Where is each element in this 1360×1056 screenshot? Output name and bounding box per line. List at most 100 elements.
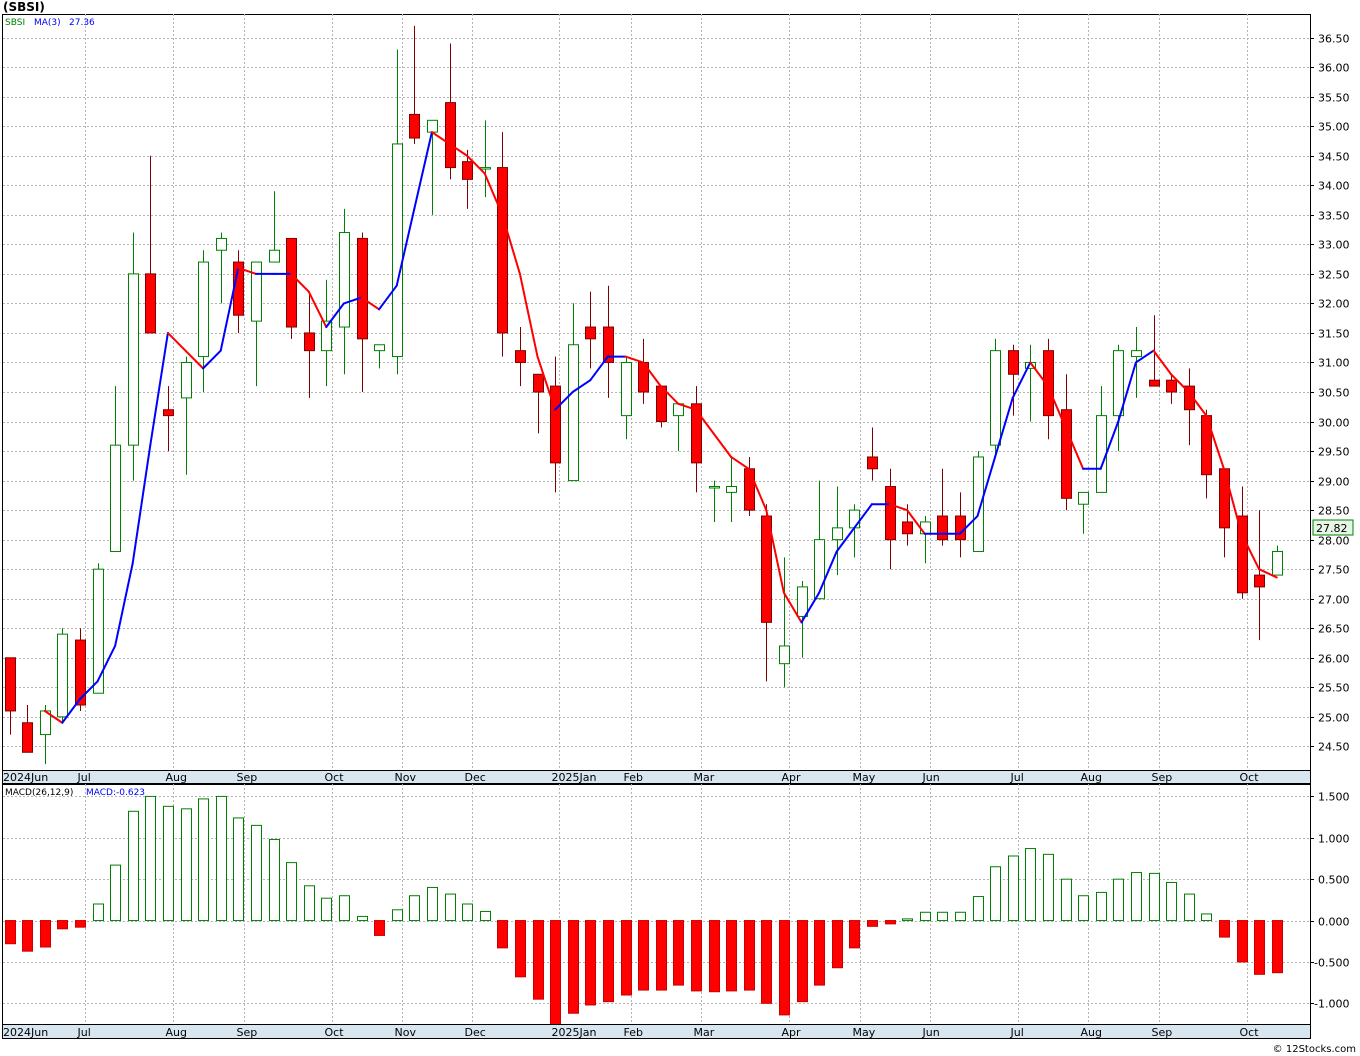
chart-title: (SBSI)	[3, 0, 45, 14]
macd-bar	[638, 920, 649, 991]
candle-body	[867, 456, 878, 470]
date-label: Sep	[1152, 1026, 1173, 1039]
macd-bar	[445, 893, 456, 922]
ma-segment	[290, 272, 310, 293]
ma-segment	[1205, 414, 1225, 470]
macd-tick-label: 1.000	[1318, 833, 1350, 846]
price-tick-label: 29.00	[1318, 476, 1350, 489]
ma-segment	[307, 290, 328, 329]
date-label: 2024Jun	[3, 771, 48, 784]
macd-date-labels: 2024Jun Jul Aug Sep Oct Nov Dec 2025Jan Feb Mar Ap…	[3, 1026, 1259, 1039]
macd-histogram	[5, 795, 1283, 1027]
price-tick-label: 26.50	[1318, 623, 1350, 636]
price-tick-label: 24.50	[1318, 741, 1350, 754]
ma-segment	[730, 455, 750, 470]
price-grid	[3, 14, 1310, 770]
price-tick-label: 28.00	[1318, 535, 1350, 548]
ma-segment	[518, 272, 539, 358]
price-tick-label: 31.50	[1318, 328, 1350, 341]
ma-segment	[1222, 467, 1243, 535]
macd-legend-value: MACD:-0.623	[86, 788, 145, 798]
candle-body	[357, 237, 368, 340]
candle-body	[621, 361, 632, 417]
macd-bar	[251, 824, 262, 922]
candle-body	[339, 232, 350, 328]
ma-segment	[818, 550, 838, 594]
candle-body	[392, 143, 403, 358]
macd-bar	[497, 920, 508, 949]
macd-bar	[568, 920, 579, 1014]
candle-body	[5, 657, 16, 712]
candle-body	[726, 486, 737, 493]
candle-body	[533, 373, 544, 393]
ma-segment	[712, 432, 733, 458]
date-label: Mar	[694, 1026, 715, 1039]
ma-segment	[747, 467, 768, 512]
ma-segment	[1011, 361, 1032, 399]
date-label: Jun	[922, 771, 940, 784]
ma-segment	[642, 361, 662, 388]
last-price-badge	[1312, 519, 1354, 536]
macd-bar	[1149, 872, 1160, 922]
candle-body	[1078, 491, 1089, 505]
macd-bar	[480, 910, 491, 922]
price-tick-label: 27.00	[1318, 594, 1350, 607]
macd-bar	[1096, 891, 1107, 922]
ma-segment	[131, 444, 152, 565]
candle-body	[93, 568, 104, 694]
macd-bar	[392, 909, 403, 922]
date-label: Jul	[77, 1026, 91, 1039]
macd-bar	[1254, 920, 1265, 975]
candle-body	[128, 273, 139, 446]
macd-bar	[5, 920, 16, 945]
candle-body	[814, 539, 825, 600]
date-label: Dec	[465, 771, 486, 784]
candle-body	[1043, 350, 1054, 417]
ma-segment	[430, 131, 451, 145]
macd-bar	[40, 920, 51, 948]
macd-bar	[357, 915, 368, 922]
date-label: Nov	[395, 771, 417, 784]
macd-bar	[726, 920, 737, 992]
legend-ma-label: MA(3)	[34, 18, 61, 28]
ma-segment	[237, 266, 257, 275]
ma-segment	[483, 172, 504, 216]
date-label: Aug	[166, 771, 187, 784]
macd-bar	[709, 920, 720, 993]
price-tick-label: 32.00	[1318, 298, 1350, 311]
macd-bar	[1008, 855, 1019, 922]
date-label: Feb	[624, 1026, 643, 1039]
price-tick-label: 25.50	[1318, 682, 1350, 695]
macd-bar	[1131, 872, 1142, 922]
candle-body	[409, 113, 420, 139]
macd-bar	[1078, 895, 1089, 922]
date-label: Mar	[694, 771, 715, 784]
date-label: May	[853, 1026, 876, 1039]
price-tick-label: 33.00	[1318, 239, 1350, 252]
macd-bar	[93, 903, 104, 922]
ma-segment	[1134, 349, 1155, 364]
ma-segment	[219, 266, 240, 352]
macd-bar	[1025, 848, 1036, 922]
price-date-axis	[2, 770, 1311, 784]
price-tick-label: 34.00	[1318, 180, 1350, 193]
ma-segment	[554, 391, 574, 411]
price-tick-label: 35.50	[1318, 92, 1350, 105]
ma-segment	[958, 515, 979, 535]
macd-bar	[216, 795, 227, 922]
macd-bar	[832, 920, 843, 969]
ma-segment	[765, 509, 785, 594]
macd-bar	[409, 895, 420, 922]
candle-body	[779, 645, 790, 665]
candle-body	[269, 249, 280, 263]
ma-segment	[835, 526, 856, 553]
macd-bar	[867, 920, 878, 927]
macd-tick-label: 1.500	[1318, 791, 1350, 804]
candle-body	[603, 326, 614, 363]
candle-body	[286, 237, 297, 328]
candle-body	[427, 119, 438, 133]
macd-bar	[797, 920, 808, 1003]
date-label: Aug	[166, 1026, 187, 1039]
last-price-label: 27.82	[1316, 522, 1348, 535]
ma-segment	[624, 355, 645, 364]
